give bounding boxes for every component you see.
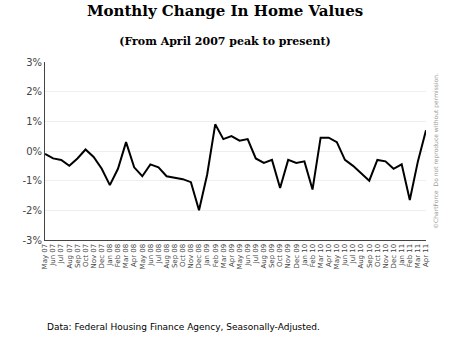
svg-text:Feb 08: Feb 08 [114, 244, 122, 268]
svg-text:-3%: -3% [23, 235, 42, 246]
svg-text:Nov 10: Nov 10 [382, 244, 390, 269]
svg-text:Aug 08: Aug 08 [163, 244, 171, 269]
svg-text:Jul 10: Jul 10 [349, 244, 357, 265]
svg-text:Nov 08: Nov 08 [187, 244, 195, 269]
svg-text:Sep 08: Sep 08 [171, 244, 179, 268]
svg-text:May 09: May 09 [236, 244, 244, 270]
svg-text:Oct 09: Oct 09 [276, 244, 284, 267]
svg-text:Feb 11: Feb 11 [406, 244, 414, 268]
svg-text:Mar 11: Mar 11 [414, 244, 422, 268]
svg-text:Nov 07: Nov 07 [90, 244, 98, 269]
svg-text:Aug 07: Aug 07 [66, 244, 74, 269]
svg-text:Dec 09: Dec 09 [293, 244, 301, 269]
svg-text:Apr 08: Apr 08 [130, 244, 138, 267]
svg-text:Feb 09: Feb 09 [212, 244, 220, 268]
svg-text:Aug 09: Aug 09 [260, 244, 268, 269]
svg-text:Aug 10: Aug 10 [357, 244, 365, 269]
svg-text:Sep 10: Sep 10 [366, 244, 374, 268]
svg-text:Oct 08: Oct 08 [179, 244, 187, 267]
svg-text:Jun 10: Jun 10 [341, 244, 349, 267]
svg-text:Nov 09: Nov 09 [284, 244, 292, 269]
svg-text:3%: 3% [26, 57, 42, 68]
svg-text:Mar 10: Mar 10 [317, 244, 325, 268]
svg-text:Jun 08: Jun 08 [147, 244, 155, 267]
svg-text:Jan 10: Jan 10 [301, 244, 309, 267]
svg-text:Jun 07: Jun 07 [49, 244, 57, 267]
svg-text:Oct 10: Oct 10 [374, 244, 382, 267]
svg-text:Feb 10: Feb 10 [309, 244, 317, 268]
svg-text:Apr 11: Apr 11 [422, 244, 430, 267]
svg-text:Jan 08: Jan 08 [106, 244, 114, 267]
svg-text:Oct 07: Oct 07 [82, 244, 90, 267]
svg-text:Dec 08: Dec 08 [195, 244, 203, 269]
svg-text:Jun 09: Jun 09 [244, 244, 252, 267]
svg-text:May 08: May 08 [139, 244, 147, 270]
svg-text:Sep 07: Sep 07 [74, 244, 82, 268]
svg-text:Data: Federal Housing Finance: Data: Federal Housing Finance Agency, Se… [47, 322, 320, 332]
svg-text:Jul 09: Jul 09 [252, 244, 260, 265]
svg-text:0%: 0% [26, 146, 42, 157]
svg-text:Jul 08: Jul 08 [155, 244, 163, 265]
svg-text:Mar 08: Mar 08 [122, 244, 130, 268]
svg-text:Dec 07: Dec 07 [98, 244, 106, 269]
svg-text:Mar 09: Mar 09 [220, 244, 228, 268]
svg-text:Sep 09: Sep 09 [268, 244, 276, 268]
svg-text:Apr 10: Apr 10 [325, 244, 333, 267]
svg-text:-2%: -2% [23, 205, 42, 216]
svg-text:1%: 1% [26, 116, 42, 127]
svg-text:May 10: May 10 [333, 244, 341, 270]
svg-text:Apr 09: Apr 09 [228, 244, 236, 267]
svg-text:May 07: May 07 [41, 244, 49, 270]
svg-text:-1%: -1% [23, 175, 42, 186]
svg-text:©ChartForce Do not reproduce: ©ChartForce Do not reproduce without per… [432, 73, 440, 229]
svg-text:2%: 2% [26, 86, 42, 97]
svg-text:Dec 10: Dec 10 [390, 244, 398, 269]
svg-text:(From April 2007 peak to prese: (From April 2007 peak to present) [119, 35, 331, 48]
svg-text:Jul 07: Jul 07 [57, 244, 65, 265]
svg-text:Jan 09: Jan 09 [203, 244, 211, 267]
svg-text:Monthly Change In Home Values: Monthly Change In Home Values [87, 2, 363, 20]
svg-text:Jan 11: Jan 11 [398, 244, 406, 267]
